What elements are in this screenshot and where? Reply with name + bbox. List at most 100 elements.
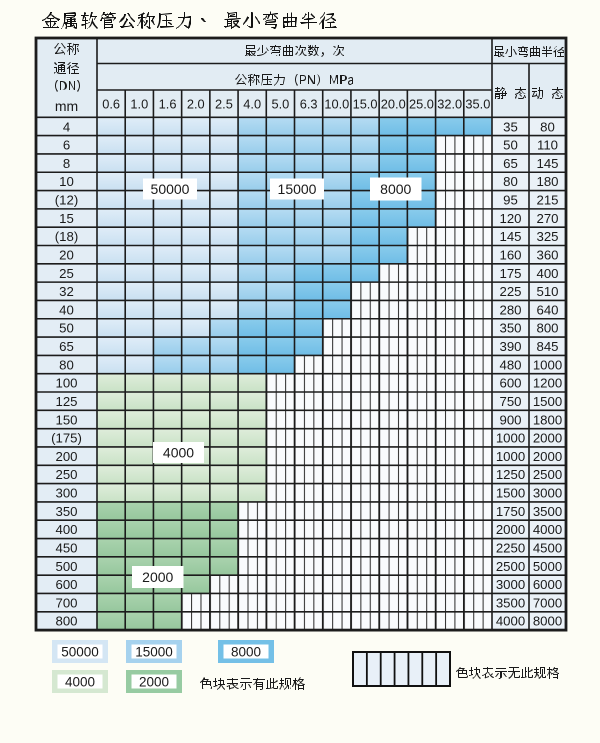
svg-text:280: 280	[499, 302, 521, 317]
svg-text:750: 750	[499, 394, 521, 409]
svg-text:700: 700	[55, 595, 77, 610]
svg-text:300: 300	[55, 486, 77, 501]
svg-text:4000: 4000	[496, 614, 525, 629]
svg-text:95: 95	[503, 193, 518, 208]
svg-text:25.0: 25.0	[409, 97, 434, 112]
svg-text:640: 640	[536, 302, 558, 317]
svg-text:175: 175	[499, 266, 521, 281]
svg-text:40: 40	[59, 302, 74, 317]
svg-text:200: 200	[55, 449, 77, 464]
svg-text:400: 400	[536, 266, 558, 281]
svg-text:15: 15	[59, 211, 74, 226]
svg-text:6.3: 6.3	[300, 97, 318, 112]
svg-text:1250: 1250	[496, 467, 525, 482]
svg-text:1.6: 1.6	[159, 97, 177, 112]
svg-text:1500: 1500	[533, 394, 562, 409]
svg-text:25: 25	[59, 266, 74, 281]
svg-text:3000: 3000	[496, 577, 525, 592]
svg-text:4.0: 4.0	[243, 97, 261, 112]
svg-text:8000: 8000	[231, 644, 261, 659]
svg-text:65: 65	[503, 156, 518, 171]
svg-text:50000: 50000	[61, 644, 99, 659]
svg-text:2000: 2000	[139, 674, 169, 689]
svg-text:845: 845	[536, 339, 558, 354]
svg-text:215: 215	[536, 193, 558, 208]
svg-text:480: 480	[499, 357, 521, 372]
svg-text:(12): (12)	[55, 193, 78, 208]
svg-text:1200: 1200	[533, 376, 562, 391]
svg-text:510: 510	[536, 284, 558, 299]
svg-text:0.6: 0.6	[102, 97, 120, 112]
svg-text:1500: 1500	[496, 486, 525, 501]
svg-text:2250: 2250	[496, 540, 525, 555]
svg-text:35.0: 35.0	[465, 97, 490, 112]
svg-text:2.5: 2.5	[215, 97, 233, 112]
svg-text:80: 80	[503, 174, 518, 189]
svg-text:4000: 4000	[65, 674, 95, 689]
svg-text:150: 150	[55, 412, 77, 427]
svg-text:225: 225	[499, 284, 521, 299]
svg-text:10.0: 10.0	[324, 97, 349, 112]
svg-text:390: 390	[499, 339, 521, 354]
svg-text:270: 270	[536, 211, 558, 226]
svg-text:350: 350	[55, 504, 77, 519]
svg-text:50: 50	[59, 321, 74, 336]
svg-text:15000: 15000	[135, 644, 173, 659]
svg-text:110: 110	[537, 138, 558, 153]
svg-text:180: 180	[536, 174, 558, 189]
svg-text:50000: 50000	[151, 181, 190, 197]
svg-text:35: 35	[503, 119, 518, 134]
svg-text:6: 6	[63, 138, 70, 153]
svg-text:4500: 4500	[533, 540, 562, 555]
svg-text:325: 325	[536, 229, 558, 244]
svg-text:8000: 8000	[380, 181, 411, 197]
svg-text:120: 120	[499, 211, 521, 226]
svg-text:1800: 1800	[533, 412, 562, 427]
svg-text:800: 800	[55, 614, 77, 629]
svg-text:800: 800	[536, 321, 558, 336]
svg-text:145: 145	[536, 156, 558, 171]
svg-text:10: 10	[59, 174, 74, 189]
svg-text:6000: 6000	[533, 577, 562, 592]
svg-text:15.0: 15.0	[353, 97, 378, 112]
svg-text:2000: 2000	[533, 449, 562, 464]
svg-text:1.0: 1.0	[130, 97, 148, 112]
svg-text:2000: 2000	[142, 569, 173, 585]
svg-text:900: 900	[499, 412, 521, 427]
svg-text:50: 50	[503, 138, 518, 153]
svg-text:2000: 2000	[496, 522, 525, 537]
svg-text:32: 32	[59, 284, 74, 299]
svg-text:20.0: 20.0	[381, 97, 406, 112]
svg-text:7000: 7000	[533, 595, 562, 610]
svg-text:125: 125	[55, 394, 77, 409]
svg-text:5.0: 5.0	[271, 97, 289, 112]
svg-text:2500: 2500	[533, 467, 562, 482]
svg-text:145: 145	[499, 229, 521, 244]
svg-text:80: 80	[540, 119, 555, 134]
svg-text:160: 160	[499, 247, 521, 262]
svg-text:3000: 3000	[533, 486, 562, 501]
svg-text:mm: mm	[55, 98, 78, 114]
svg-text:450: 450	[55, 540, 77, 555]
svg-text:32.0: 32.0	[437, 97, 462, 112]
svg-text:4000: 4000	[533, 522, 562, 537]
svg-text:8000: 8000	[533, 614, 562, 629]
svg-text:400: 400	[55, 522, 77, 537]
svg-text:15000: 15000	[278, 181, 317, 197]
svg-text:5000: 5000	[533, 559, 562, 574]
svg-text:(175): (175)	[51, 431, 82, 446]
svg-text:2000: 2000	[533, 431, 562, 446]
svg-text:250: 250	[55, 467, 77, 482]
svg-text:350: 350	[499, 321, 521, 336]
svg-text:20: 20	[59, 247, 74, 262]
svg-text:1750: 1750	[496, 504, 525, 519]
svg-text:100: 100	[55, 376, 77, 391]
svg-text:2.0: 2.0	[187, 97, 205, 112]
svg-text:3500: 3500	[533, 504, 562, 519]
svg-text:(18): (18)	[55, 229, 78, 244]
svg-text:600: 600	[55, 577, 77, 592]
svg-text:500: 500	[55, 559, 77, 574]
svg-text:1000: 1000	[496, 449, 525, 464]
svg-text:4: 4	[63, 119, 70, 134]
svg-text:8: 8	[63, 156, 70, 171]
